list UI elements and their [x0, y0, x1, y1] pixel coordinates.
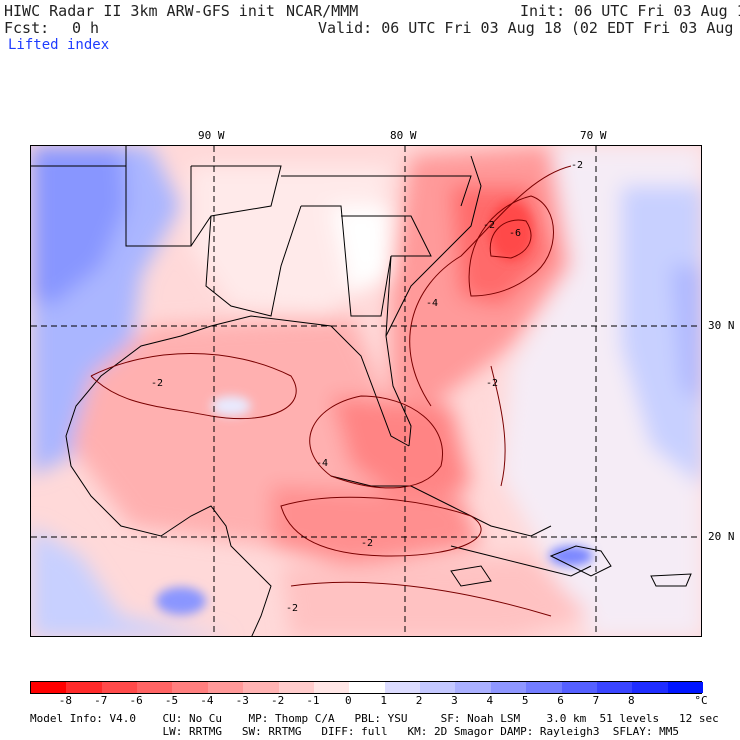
colorbar-unit: °C — [694, 694, 708, 707]
colorbar-swatch — [384, 682, 421, 693]
colorbar-tick-label: -3 — [235, 694, 249, 707]
field-name: Lifted index — [8, 37, 110, 53]
contour-label: -2 — [286, 603, 298, 614]
colorbar-swatch — [561, 682, 598, 693]
contour-label: -2 — [571, 160, 583, 171]
colorbar-tick-label: 8 — [627, 694, 635, 707]
colorbar-tick-label: 7 — [592, 694, 600, 707]
colorbar-swatch — [632, 682, 669, 693]
colorbar-swatch — [137, 682, 173, 693]
lon-label-70w: 70 W — [580, 129, 607, 142]
colorbar-tick-label: 2 — [415, 694, 423, 707]
lat-label-30n: 30 N — [708, 319, 735, 332]
lon-label-90w: 90 W — [198, 129, 225, 142]
colorbar-tick-label: -5 — [164, 694, 179, 707]
colorbar-tick-label: 0 — [345, 694, 352, 707]
colorbar-swatch — [31, 682, 67, 693]
colorbar-swatch — [172, 682, 209, 693]
colorbar-tick-label: 6 — [557, 694, 564, 707]
colorbar-swatch — [101, 682, 138, 693]
colorbar-swatch — [313, 682, 350, 693]
colorbar-swatch — [349, 682, 386, 693]
colorbar-tick-label: -7 — [94, 694, 108, 707]
colorbar-swatch — [420, 682, 456, 693]
contours — [90, 165, 572, 617]
contour-label: -2 — [151, 378, 163, 389]
colorbar-tick-label: 5 — [521, 694, 529, 707]
contour-label: -2 — [483, 220, 495, 231]
lon-label-80w: 80 W — [390, 129, 417, 142]
colorbar-swatch — [278, 682, 315, 693]
shaded-field — [31, 146, 701, 636]
model-title: HIWC Radar II 3km ARW-GFS init — [4, 2, 275, 20]
colorbar-tick-label: 1 — [380, 694, 387, 707]
colorbar-tick-label: 3 — [451, 694, 458, 707]
model-info-line2: LW: RRTMG SW: RRTMG DIFF: full KM: 2D Sm… — [30, 725, 680, 738]
colorbar-tick-label: 4 — [486, 694, 494, 707]
colorbar-swatch — [66, 682, 103, 693]
colorbar-swatch — [455, 682, 492, 693]
contour-label: -4 — [316, 458, 328, 469]
map-canvas: -2 -4 -6 -4 -2 -2 -2 -2 -2 — [31, 146, 701, 636]
colorbar-tick-label: -1 — [306, 694, 320, 707]
model-info-line1: Model Info: V4.0 CU: No Cu MP: Thomp C/A… — [30, 712, 719, 725]
contour-label: -6 — [509, 228, 521, 239]
graticule — [31, 146, 701, 636]
colorbar-swatch — [243, 682, 280, 693]
colorbar-swatch — [667, 682, 704, 693]
contour-label: -2 — [361, 538, 373, 549]
colorbar-swatch — [596, 682, 633, 693]
forecast-hour: 0 h — [72, 19, 100, 37]
coastlines — [31, 146, 692, 636]
org-label: NCAR/MMM — [286, 2, 359, 20]
colorbar-swatch — [490, 682, 527, 693]
contour-label: -4 — [426, 298, 438, 309]
colorbar — [30, 681, 704, 694]
lifted-index-map: -2 -4 -6 -4 -2 -2 -2 -2 -2 — [30, 145, 702, 637]
forecast-label: Fcst: — [4, 19, 50, 37]
colorbar-tick-label: -2 — [270, 694, 285, 707]
colorbar-tick-label: -6 — [129, 694, 143, 707]
colorbar-tick-label: -8 — [58, 694, 72, 707]
contour-label: -2 — [486, 378, 498, 389]
valid-time: Valid: 06 UTC Fri 03 Aug 18 (02 EDT Fri … — [318, 19, 740, 37]
lat-label-20n: 20 N — [708, 530, 735, 543]
colorbar-tick-label: -4 — [200, 694, 214, 707]
init-time: Init: 06 UTC Fri 03 Aug 18 — [520, 2, 740, 20]
colorbar-swatch — [526, 682, 563, 693]
colorbar-swatch — [207, 682, 244, 693]
